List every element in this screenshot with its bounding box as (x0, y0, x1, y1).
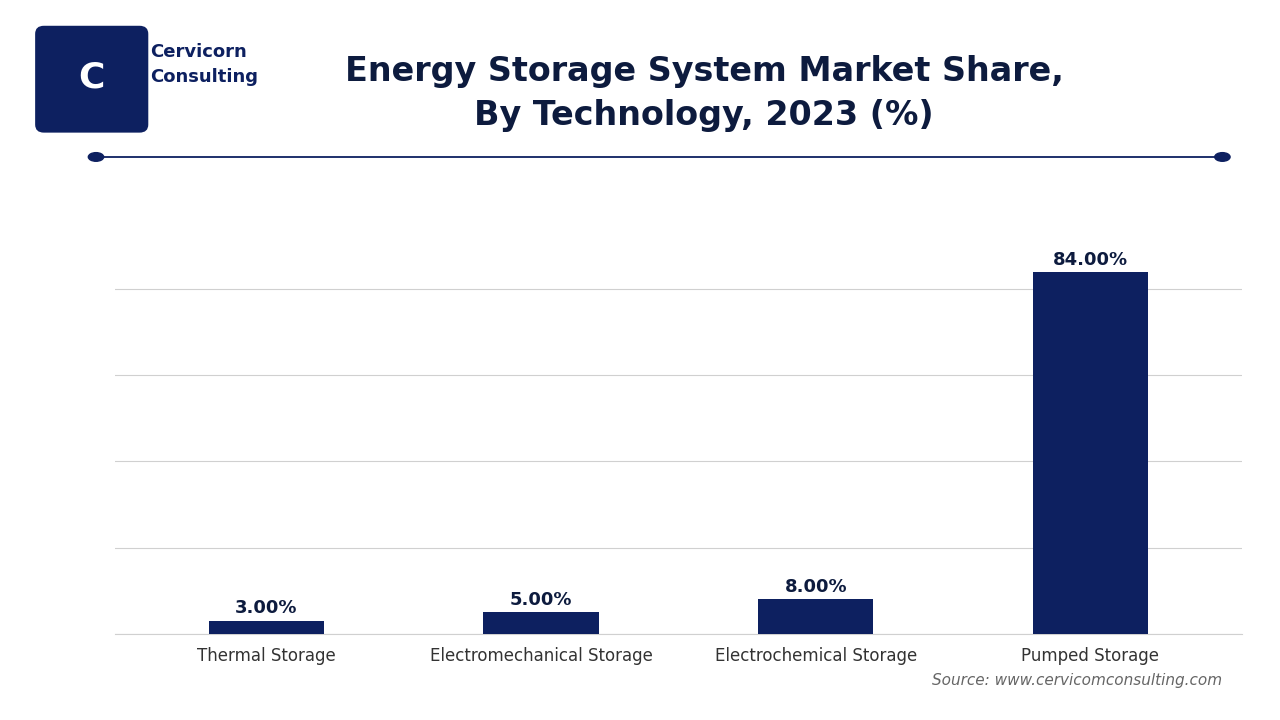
Bar (1033, 272, 1148, 634)
Text: Source: www.cervicomconsulting.com: Source: www.cervicomconsulting.com (932, 672, 1222, 688)
Text: 5.00%: 5.00% (509, 590, 572, 608)
Text: 8.00%: 8.00% (785, 577, 847, 595)
Text: Energy Storage System Market Share,
By Technology, 2023 (%): Energy Storage System Market Share, By T… (344, 55, 1064, 132)
Bar (758, 599, 873, 634)
Text: Cervicorn
Consulting: Cervicorn Consulting (150, 42, 257, 86)
Bar (209, 621, 324, 634)
Text: 3.00%: 3.00% (236, 599, 297, 617)
FancyBboxPatch shape (35, 26, 148, 132)
Bar (484, 612, 599, 634)
Text: C: C (78, 60, 105, 94)
Text: 84.00%: 84.00% (1053, 251, 1128, 269)
